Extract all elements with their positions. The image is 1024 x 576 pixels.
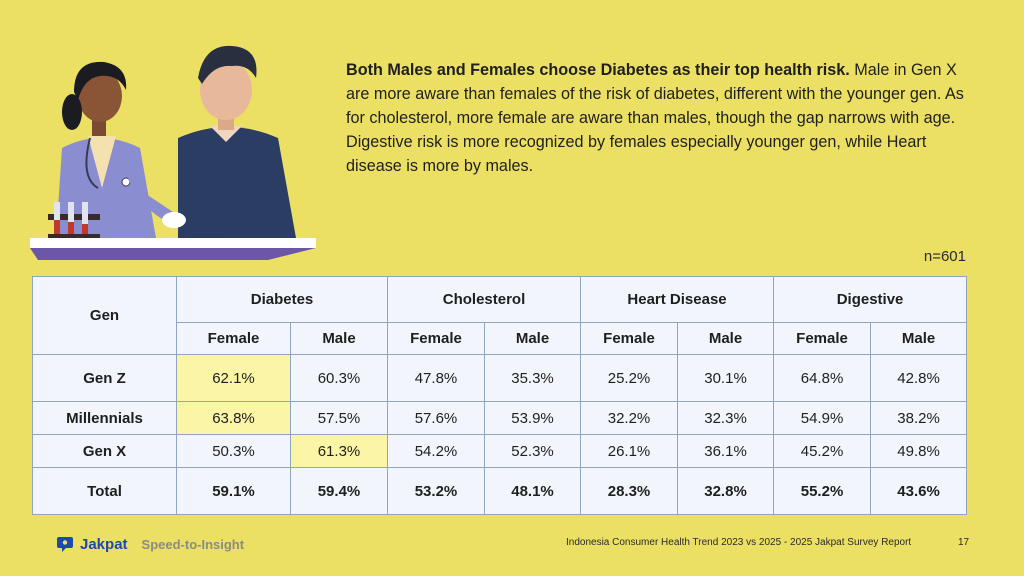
- jakpat-logo-icon: [57, 537, 73, 552]
- table-cell: 42.8%: [870, 354, 968, 402]
- table-cell: 57.6%: [387, 401, 485, 435]
- row-label: Gen Z: [32, 354, 177, 402]
- total-row: Total 59.1% 59.4% 53.2% 48.1% 28.3% 32.8…: [32, 467, 968, 515]
- table-cell: 28.3%: [580, 467, 679, 515]
- table-cell: 43.6%: [870, 467, 968, 515]
- table-cell: 64.8%: [773, 354, 872, 402]
- doctor-patient-illustration: [30, 45, 316, 260]
- table-cell: 36.1%: [677, 434, 775, 468]
- group-header-digestive: Digestive: [773, 276, 968, 323]
- table-row: Gen X 50.3% 61.3% 54.2% 52.3% 26.1% 36.1…: [32, 434, 968, 468]
- table-cell: 32.2%: [580, 401, 679, 435]
- subheader-male: Male: [290, 322, 388, 355]
- gen-header: Gen: [32, 276, 177, 355]
- subheader-male: Male: [483, 322, 582, 355]
- subheader-male: Male: [677, 322, 775, 355]
- subheader-female: Female: [580, 322, 679, 355]
- report-title: Indonesia Consumer Health Trend 2023 vs …: [566, 537, 912, 548]
- row-label: Millennials: [32, 401, 177, 435]
- row-label: Total: [32, 467, 177, 515]
- table-cell: 35.3%: [483, 354, 582, 402]
- footer-brand: Jakpat Speed-to-Insight: [56, 535, 244, 553]
- logo-text: Jakpat: [80, 535, 128, 553]
- table-cell: 26.1%: [580, 434, 679, 468]
- table-cell: 54.9%: [773, 401, 872, 435]
- health-risk-table: Gen Diabetes Cholesterol Heart Disease D…: [32, 276, 968, 515]
- headline-body: Male in Gen X are more aware than female…: [346, 61, 964, 175]
- subheader-female: Female: [387, 322, 485, 355]
- table-row: Gen Z 62.1% 60.3% 47.8% 35.3% 25.2% 30.1…: [32, 354, 968, 402]
- table-cell: 53.9%: [483, 401, 582, 435]
- table-cell: 48.1%: [483, 467, 582, 515]
- sample-size: n=601: [923, 248, 966, 265]
- table-cell: 62.1%: [176, 354, 291, 402]
- table-cell: 32.3%: [677, 401, 775, 435]
- group-header-heart-disease: Heart Disease: [580, 276, 775, 323]
- table-cell: 53.2%: [387, 467, 485, 515]
- table-cell: 52.3%: [483, 434, 582, 468]
- page-number: 17: [958, 537, 970, 548]
- table-cell: 50.3%: [176, 434, 291, 468]
- table-cell: 63.8%: [176, 401, 291, 435]
- table-cell: 25.2%: [580, 354, 679, 402]
- table-cell: 55.2%: [773, 467, 872, 515]
- table-cell: 57.5%: [290, 401, 388, 435]
- table-cell: 30.1%: [677, 354, 775, 402]
- table-cell: 47.8%: [387, 354, 485, 402]
- table-cell: 49.8%: [870, 434, 968, 468]
- table-cell: 32.8%: [677, 467, 775, 515]
- group-header-cholesterol: Cholesterol: [386, 276, 582, 323]
- row-label: Gen X: [32, 434, 177, 468]
- table-cell: 59.1%: [176, 467, 291, 515]
- subheader-female: Female: [176, 322, 291, 355]
- table-cell: 59.4%: [290, 467, 388, 515]
- subheader-male: Male: [870, 322, 968, 355]
- headline-text: Both Males and Females choose Diabetes a…: [346, 58, 968, 178]
- table-cell: 54.2%: [387, 434, 485, 468]
- table-cell: 61.3%: [290, 434, 388, 468]
- table-cell: 38.2%: [870, 401, 968, 435]
- tagline: Speed-to-Insight: [141, 536, 245, 552]
- subheader-female: Female: [773, 322, 872, 355]
- table-cell: 45.2%: [773, 434, 872, 468]
- group-header-diabetes: Diabetes: [176, 276, 388, 323]
- table-row: Millennials 63.8% 57.5% 57.6% 53.9% 32.2…: [32, 401, 968, 435]
- headline-bold: Both Males and Females choose Diabetes a…: [346, 61, 850, 79]
- table-cell: 60.3%: [290, 354, 388, 402]
